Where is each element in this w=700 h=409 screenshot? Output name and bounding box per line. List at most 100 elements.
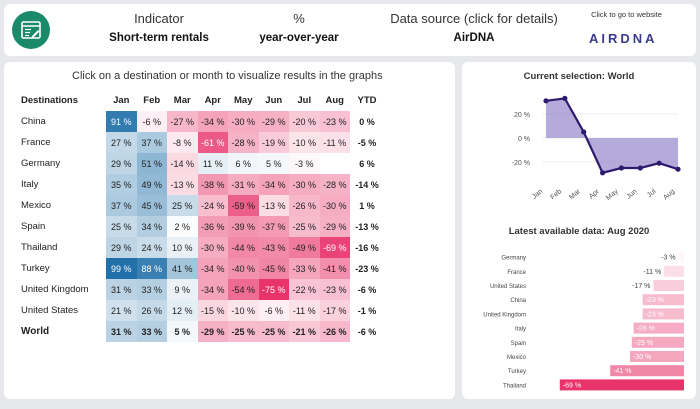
- ytd-cell[interactable]: 0 %: [359, 116, 375, 127]
- value-cell[interactable]: -20 %: [289, 111, 320, 132]
- value-cell[interactable]: 29 %: [106, 153, 137, 174]
- data-point[interactable]: [599, 170, 606, 176]
- value-cell[interactable]: -11 %: [289, 300, 320, 321]
- destination-cell[interactable]: France: [21, 137, 51, 148]
- value-cell[interactable]: -30 %: [289, 174, 320, 195]
- value-cell[interactable]: -10 %: [289, 132, 320, 153]
- column-header-mar[interactable]: Mar: [173, 95, 191, 106]
- value-cell[interactable]: -54 %: [228, 279, 259, 300]
- value-cell[interactable]: -61 %: [197, 132, 228, 153]
- value-cell[interactable]: 26 %: [136, 300, 167, 321]
- destination-cell[interactable]: Mexico: [21, 200, 52, 211]
- value-cell[interactable]: -31 %: [228, 174, 259, 195]
- value-cell[interactable]: 29 %: [106, 237, 137, 258]
- ytd-cell[interactable]: -13 %: [355, 221, 379, 232]
- value-cell[interactable]: 33 %: [136, 321, 167, 342]
- value-cell[interactable]: 25 %: [167, 195, 198, 216]
- bar[interactable]: [653, 280, 684, 291]
- value-cell[interactable]: -49 %: [289, 237, 320, 258]
- value-cell[interactable]: 37 %: [136, 132, 167, 153]
- destination-cell[interactable]: Italy: [21, 179, 39, 190]
- value-cell[interactable]: 88 %: [136, 258, 167, 279]
- value-cell[interactable]: -44 %: [228, 237, 259, 258]
- value-cell[interactable]: -11 %: [319, 132, 350, 153]
- value-cell[interactable]: -69 %: [319, 237, 350, 258]
- data-point[interactable]: [656, 160, 662, 166]
- data-point[interactable]: [637, 165, 643, 171]
- value-cell[interactable]: -3 %: [289, 153, 320, 174]
- value-cell[interactable]: -13 %: [167, 174, 198, 195]
- value-cell[interactable]: -30 %: [319, 195, 350, 216]
- value-cell[interactable]: 45 %: [136, 195, 167, 216]
- destination-cell[interactable]: Germany: [21, 158, 61, 169]
- value-cell[interactable]: -37 %: [258, 216, 289, 237]
- data-point[interactable]: [562, 95, 568, 101]
- value-cell[interactable]: -23 %: [319, 279, 350, 300]
- destination-cell[interactable]: United Kingdom: [21, 284, 89, 295]
- value-cell[interactable]: 5 %: [167, 321, 198, 342]
- ytd-cell[interactable]: -23 %: [355, 263, 379, 274]
- airdna-logo[interactable]: AIRDNA: [589, 31, 658, 46]
- destination-cell[interactable]: United States: [21, 305, 79, 316]
- value-cell[interactable]: 10 %: [167, 237, 198, 258]
- value-cell[interactable]: 99 %: [106, 258, 137, 279]
- value-cell[interactable]: -6 %: [258, 300, 289, 321]
- value-cell[interactable]: -34 %: [197, 111, 228, 132]
- value-cell[interactable]: -17 %: [319, 300, 350, 321]
- value-cell[interactable]: -34 %: [258, 174, 289, 195]
- value-cell[interactable]: 41 %: [167, 258, 198, 279]
- value-cell[interactable]: -43 %: [258, 237, 289, 258]
- ytd-cell[interactable]: -14 %: [355, 179, 379, 190]
- value-cell[interactable]: -22 %: [289, 279, 320, 300]
- website-link[interactable]: Click to go to website: [591, 10, 662, 19]
- value-cell[interactable]: 21 %: [106, 300, 137, 321]
- value-cell[interactable]: 24 %: [136, 237, 167, 258]
- value-cell[interactable]: [320, 153, 351, 174]
- destination-cell[interactable]: Thailand: [21, 242, 58, 253]
- value-cell[interactable]: -38 %: [197, 174, 228, 195]
- value-cell[interactable]: -59 %: [228, 195, 259, 216]
- value-cell[interactable]: -34 %: [197, 279, 228, 300]
- value-cell[interactable]: -45 %: [258, 258, 289, 279]
- bar[interactable]: [642, 308, 684, 320]
- bar[interactable]: [630, 351, 684, 362]
- ytd-cell[interactable]: -6 %: [357, 326, 377, 337]
- bar[interactable]: [642, 294, 684, 306]
- indicator-selector[interactable]: Indicator Short-term rentals: [94, 11, 224, 44]
- value-cell[interactable]: 5 %: [258, 153, 289, 174]
- value-cell[interactable]: 27 %: [106, 132, 137, 153]
- value-cell[interactable]: -29 %: [319, 216, 350, 237]
- column-header-apr[interactable]: Apr: [204, 95, 221, 106]
- app-logo[interactable]: [12, 11, 50, 49]
- value-cell[interactable]: -27 %: [167, 111, 198, 132]
- destination-cell[interactable]: World: [21, 326, 50, 337]
- value-cell[interactable]: 49 %: [136, 174, 167, 195]
- value-cell[interactable]: 31 %: [106, 279, 137, 300]
- destination-cell[interactable]: Spain: [21, 221, 46, 232]
- value-cell[interactable]: -15 %: [197, 300, 228, 321]
- ytd-cell[interactable]: -16 %: [355, 242, 379, 253]
- value-cell[interactable]: 37 %: [106, 195, 137, 216]
- bar[interactable]: [631, 336, 684, 348]
- column-header-may[interactable]: May: [234, 95, 253, 106]
- column-header-ytd[interactable]: YTD: [357, 95, 377, 106]
- value-cell[interactable]: -36 %: [197, 216, 228, 237]
- value-cell[interactable]: 91 %: [106, 111, 137, 132]
- value-cell[interactable]: 6 %: [228, 153, 259, 174]
- value-cell[interactable]: -25 %: [289, 216, 320, 237]
- column-header-feb[interactable]: Feb: [143, 95, 161, 106]
- value-cell[interactable]: -6 %: [136, 111, 167, 132]
- data-point[interactable]: [581, 129, 587, 135]
- value-cell[interactable]: -39 %: [228, 216, 259, 237]
- column-header-jan[interactable]: Jan: [113, 95, 130, 106]
- value-cell[interactable]: -23 %: [319, 111, 350, 132]
- value-cell[interactable]: 34 %: [136, 216, 167, 237]
- value-cell[interactable]: -30 %: [228, 111, 259, 132]
- value-cell[interactable]: -19 %: [258, 132, 289, 153]
- bar[interactable]: [664, 265, 684, 277]
- value-cell[interactable]: -40 %: [228, 258, 259, 279]
- value-cell[interactable]: -26 %: [289, 195, 320, 216]
- value-cell[interactable]: 11 %: [197, 153, 228, 174]
- ytd-cell[interactable]: -1 %: [357, 305, 377, 316]
- data-point[interactable]: [675, 166, 681, 172]
